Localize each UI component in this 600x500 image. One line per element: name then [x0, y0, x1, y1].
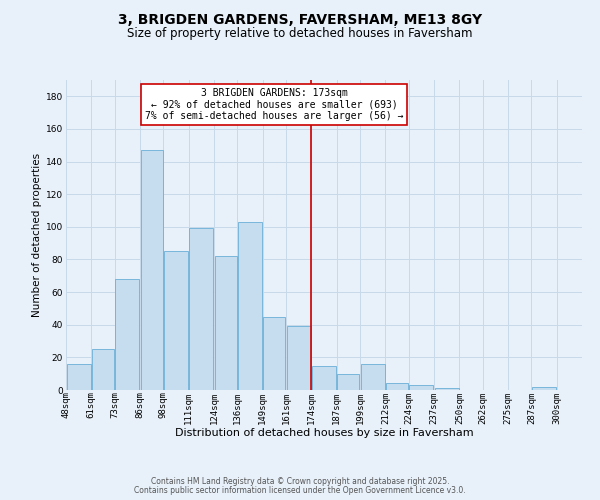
Bar [287, 326, 311, 390]
Bar [435, 388, 458, 390]
Bar [190, 228, 213, 390]
Bar [215, 256, 236, 390]
Bar [263, 316, 285, 390]
Bar [115, 279, 139, 390]
Text: Contains public sector information licensed under the Open Government Licence v3: Contains public sector information licen… [134, 486, 466, 495]
Text: 3, BRIGDEN GARDENS, FAVERSHAM, ME13 8GY: 3, BRIGDEN GARDENS, FAVERSHAM, ME13 8GY [118, 12, 482, 26]
Bar [141, 150, 163, 390]
Bar [92, 349, 114, 390]
Bar [67, 364, 91, 390]
Text: Size of property relative to detached houses in Faversham: Size of property relative to detached ho… [127, 28, 473, 40]
Bar [361, 364, 385, 390]
Text: 3 BRIGDEN GARDENS: 173sqm
← 92% of detached houses are smaller (693)
7% of semi-: 3 BRIGDEN GARDENS: 173sqm ← 92% of detac… [145, 88, 404, 122]
Bar [312, 366, 336, 390]
Bar [337, 374, 359, 390]
Text: Contains HM Land Registry data © Crown copyright and database right 2025.: Contains HM Land Registry data © Crown c… [151, 477, 449, 486]
Bar [532, 386, 556, 390]
Bar [409, 385, 433, 390]
Bar [386, 384, 408, 390]
Bar [238, 222, 262, 390]
Y-axis label: Number of detached properties: Number of detached properties [32, 153, 42, 317]
X-axis label: Distribution of detached houses by size in Faversham: Distribution of detached houses by size … [175, 428, 473, 438]
Bar [164, 252, 188, 390]
